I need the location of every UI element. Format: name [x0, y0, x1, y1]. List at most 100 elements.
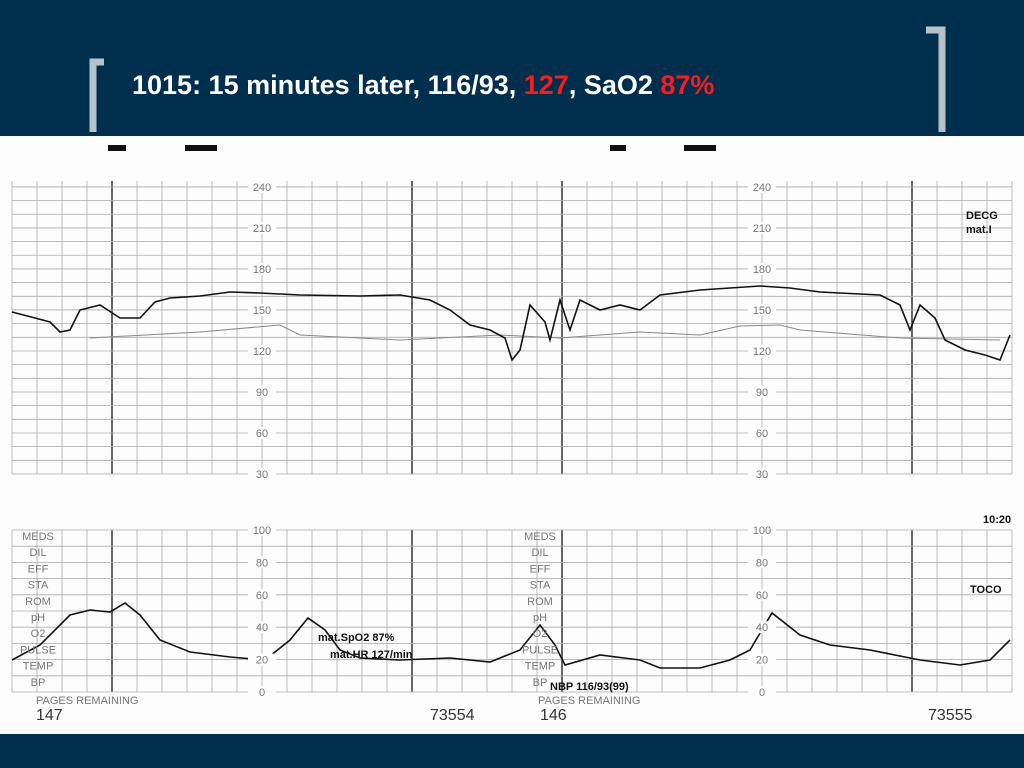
scale-label: 210	[253, 223, 271, 235]
marker	[108, 145, 126, 151]
channel-label: PULSE	[522, 644, 558, 656]
channel-label: STA	[28, 580, 49, 592]
scale-bg	[248, 686, 276, 698]
marker	[684, 145, 716, 151]
grid	[11, 181, 1013, 693]
legend: mat.I	[966, 224, 992, 236]
channel-label: STA	[530, 580, 551, 592]
scale-bg	[248, 556, 276, 569]
marker	[185, 145, 217, 151]
scale-label: 120	[753, 346, 771, 358]
scale-label: 60	[756, 428, 768, 440]
channel-label: DIL	[531, 547, 548, 559]
scale-label: 90	[756, 387, 768, 399]
scale-label: 20	[256, 655, 268, 667]
scale-bg	[748, 468, 776, 480]
scale-label: 120	[253, 346, 271, 358]
channel-label: TEMP	[23, 661, 54, 673]
channel-label: O2	[31, 628, 46, 640]
time: 10:20	[983, 514, 1011, 526]
channel-label: EFF	[28, 563, 49, 575]
scale-label: 80	[756, 557, 768, 569]
scale-bg	[248, 621, 276, 634]
scale-bg	[748, 556, 776, 569]
channel-label: TEMP	[525, 661, 556, 673]
pages-label: PAGES REMAINING	[36, 695, 138, 707]
scale-label: 30	[256, 469, 268, 481]
scale-bg	[248, 653, 276, 666]
channel-label: O2	[533, 628, 548, 640]
scale-label: 100	[253, 525, 271, 537]
scale-label: 150	[753, 305, 771, 317]
scale-bg	[248, 304, 276, 316]
scale-label: 180	[253, 264, 271, 276]
channel-label: BP	[533, 677, 548, 689]
channel-label: BP	[31, 677, 46, 689]
scale-bg	[248, 468, 276, 480]
fetal-hr-trace	[11, 285, 1011, 362]
title-highlight: 127	[523, 70, 569, 100]
scale-bg	[748, 304, 776, 316]
labels: 240 210 180 150 120 90 60 30 100 80 60 40 20 0 240 210 1…	[20, 181, 776, 699]
scale-bg	[248, 181, 276, 193]
channel-label: DIL	[29, 547, 46, 559]
annotation: mat.HR 127/min	[330, 649, 413, 661]
channel-label: pH	[533, 612, 547, 624]
scale-bg	[748, 181, 776, 193]
right-bracket	[926, 26, 946, 132]
scale-bg	[748, 686, 776, 698]
toco-trace	[11, 602, 1011, 669]
scale-bg	[748, 222, 776, 234]
annotation: mat.SpO2 87%	[318, 632, 395, 644]
scale-bg	[248, 524, 276, 536]
scale-bg	[248, 386, 276, 398]
scale-label: 0	[259, 687, 265, 699]
scale-bg	[248, 427, 276, 439]
scale-label: 40	[756, 622, 768, 634]
pages-label: PAGES REMAINING	[538, 695, 640, 707]
pages-remaining: 146	[540, 707, 567, 724]
scale-bg	[748, 386, 776, 398]
scale-label: 180	[753, 264, 771, 276]
scale-label: 60	[256, 590, 268, 602]
legend: DECG	[966, 210, 998, 222]
scale-label: 40	[256, 622, 268, 634]
scale-label: 150	[253, 305, 271, 317]
channel-label: PULSE	[20, 644, 56, 656]
scale-bg	[248, 345, 276, 357]
scale-label: 60	[256, 428, 268, 440]
scale-label: 60	[756, 590, 768, 602]
scale-label: 210	[753, 223, 771, 235]
scale-label: 30	[756, 469, 768, 481]
scale-bg	[748, 621, 776, 634]
scale-label: 100	[753, 525, 771, 537]
channel-label: ROM	[25, 596, 51, 608]
scale-label: 0	[759, 687, 765, 699]
scale-label: 240	[753, 182, 771, 194]
title-text: 1015: 15 minutes later, 116/93,	[132, 70, 524, 100]
page-number: 73555	[928, 707, 973, 724]
legend: TOCO	[970, 584, 1002, 596]
maternal-hr-trace	[89, 324, 1001, 341]
scale-bg	[748, 653, 776, 666]
scale-label: 90	[256, 387, 268, 399]
annotation: NBP 116/93(99)	[550, 681, 629, 693]
scale-bg	[248, 588, 276, 601]
title-text: , SaO2	[568, 70, 661, 100]
scale-label: 80	[256, 557, 268, 569]
scale-label: 20	[756, 655, 768, 667]
title-highlight: 87%	[660, 70, 715, 100]
slide-title: 1015: 15 minutes later, 116/93, 127, SaO…	[132, 70, 714, 101]
scale-label: 240	[253, 182, 271, 194]
marker	[610, 145, 626, 151]
scale-bg	[748, 345, 776, 357]
channel-label: ROM	[527, 596, 553, 608]
page-number: 73554	[430, 707, 475, 724]
channel-label: MEDS	[524, 531, 556, 543]
channel-label: EFF	[530, 563, 551, 575]
pages-remaining: 147	[36, 707, 63, 724]
left-bracket	[89, 58, 104, 132]
channel-label: MEDS	[22, 531, 54, 543]
